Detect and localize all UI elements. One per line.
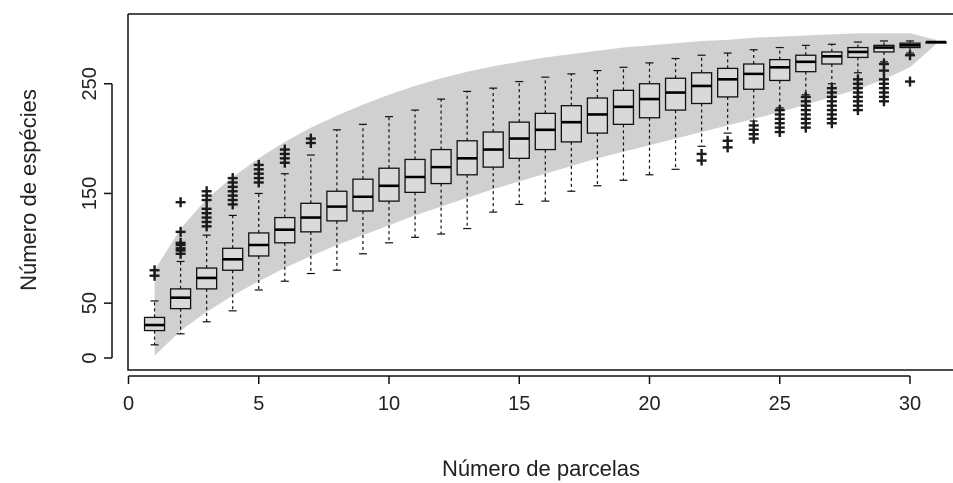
box-25-outlier-5 xyxy=(774,105,785,116)
x-tick-label-20: 20 xyxy=(638,393,660,415)
box-22-iqr xyxy=(690,72,713,105)
box-22-outlier-1 xyxy=(696,148,707,159)
box-21-iqr xyxy=(664,77,687,111)
x-tick-label-30: 30 xyxy=(899,393,921,415)
box-16-iqr xyxy=(534,112,556,151)
y-tick-label-0: 0 xyxy=(79,352,101,363)
box-17-iqr xyxy=(560,105,582,143)
box-29-outlier-5 xyxy=(878,74,889,85)
y-tick-label-150: 150 xyxy=(79,177,101,210)
box-29-outlier-7 xyxy=(878,59,889,70)
box-layer xyxy=(143,40,947,332)
plot-frame xyxy=(127,13,953,371)
outlier-layer xyxy=(149,50,915,281)
box-5-outlier-4 xyxy=(253,159,264,170)
box-25-iqr xyxy=(769,58,791,82)
x-tick-label-15: 15 xyxy=(508,393,530,415)
box-23-outlier-1 xyxy=(722,135,733,146)
box-2-outlier-4 xyxy=(175,237,186,248)
box-15-iqr xyxy=(508,121,530,159)
box-9-iqr xyxy=(352,178,374,212)
box-26-outlier-7 xyxy=(800,91,811,102)
box-27-iqr xyxy=(821,51,843,65)
box-28-outlier-7 xyxy=(852,74,863,85)
box-24-iqr xyxy=(743,63,765,90)
box-20-iqr xyxy=(638,83,661,119)
box-30-outlier-1 xyxy=(905,50,915,61)
box-2-outlier-5 xyxy=(175,226,186,237)
box-3-outlier-7 xyxy=(201,186,212,197)
box-6-outlier-3 xyxy=(279,144,290,155)
x-tick-label-0: 0 xyxy=(123,393,134,415)
box-4-outlier-6 xyxy=(227,173,238,184)
confidence-band xyxy=(154,33,937,356)
whisker-layer xyxy=(150,40,941,346)
box-2-outlier-6 xyxy=(175,197,186,208)
confidence-band-layer xyxy=(154,33,937,356)
x-tick-label-5: 5 xyxy=(253,393,264,415)
y-tick-label-50: 50 xyxy=(79,292,101,314)
y-tick-label-250: 250 xyxy=(79,67,101,100)
box-3-outlier-4 xyxy=(201,203,212,214)
box-30-outlier-0 xyxy=(905,76,915,87)
axis-layer: 0 5 10 15 20 25 30 0 50 150 250 xyxy=(79,13,953,415)
x-tick-label-10: 10 xyxy=(378,393,400,415)
box-27-outlier-8 xyxy=(826,83,837,94)
box-1-outlier-1 xyxy=(149,265,160,276)
x-axis-title: Número de parcelas xyxy=(442,456,640,481)
y-axis-title: Número de espécies xyxy=(16,89,41,291)
box-7-outlier-1 xyxy=(305,133,316,144)
box-26-iqr xyxy=(795,54,817,73)
box-24-outlier-3 xyxy=(748,120,759,131)
x-tick-label-25: 25 xyxy=(769,393,791,415)
box-23-iqr xyxy=(717,67,739,98)
